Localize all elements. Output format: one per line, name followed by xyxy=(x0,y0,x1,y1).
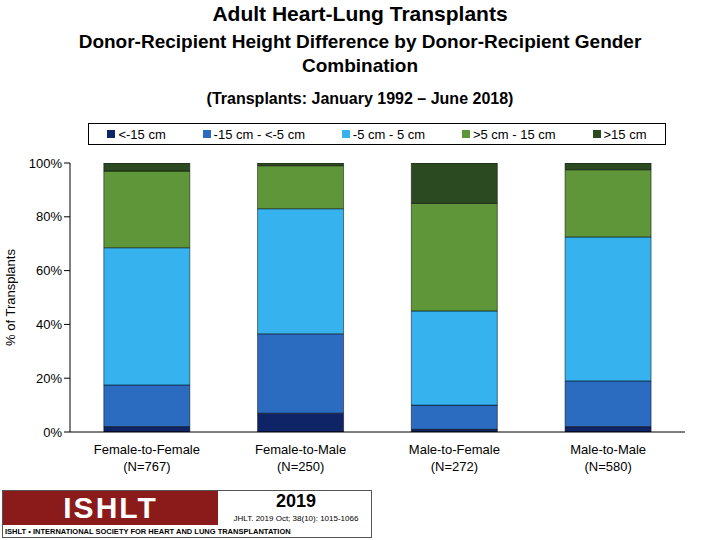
html-text:-5 cm - 5 cm: -5 cm - 5 cm xyxy=(352,126,426,142)
html-text:<-15 cm: <-15 cm xyxy=(118,126,166,142)
svg-text:(N=580): (N=580) xyxy=(584,459,631,474)
svg-text:60%: 60% xyxy=(36,263,62,278)
svg-text:(N=767): (N=767) xyxy=(123,459,170,474)
html-text:>15 cm: >15 cm xyxy=(603,126,647,142)
html-text:ISHLT: ISHLT xyxy=(63,491,158,524)
svg-text:Male-to-Female: Male-to-Female xyxy=(409,442,500,457)
html-text:ISHLT • INTERNATIONAL SOCIETY: ISHLT • INTERNATIONAL SOCIETY FOR HEART … xyxy=(5,527,291,536)
svg-text:40%: 40% xyxy=(36,317,62,332)
svg-text:Female-to-Female: Female-to-Female xyxy=(94,442,200,457)
html-text:Donor-Recipient Height Differe: Donor-Recipient Height Difference by Don… xyxy=(78,31,642,76)
svg-text:0%: 0% xyxy=(43,425,62,440)
svg-text:20%: 20% xyxy=(36,371,62,386)
html-text:(Transplants: January 1992 – J: (Transplants: January 1992 – June 2018) xyxy=(206,90,514,107)
html-text:JHLT. 2019 Oct; 38(10): 1015-1: JHLT. 2019 Oct; 38(10): 1015-1066 xyxy=(233,514,359,523)
html-text:2019: 2019 xyxy=(276,491,316,511)
svg-text:Male-to-Male: Male-to-Male xyxy=(570,442,646,457)
svg-text:100%: 100% xyxy=(29,156,63,171)
svg-text:(N=250): (N=250) xyxy=(277,459,324,474)
svg-text:Female-to-Male: Female-to-Male xyxy=(255,442,346,457)
html-text:Adult Heart-Lung Transplants: Adult Heart-Lung Transplants xyxy=(212,2,508,25)
svg-text:80%: 80% xyxy=(36,209,62,224)
html-text:>5 cm - 15 cm: >5 cm - 15 cm xyxy=(472,126,556,142)
svg-text:% of Transplants: % of Transplants xyxy=(8,249,18,346)
svg-text:(N=272): (N=272) xyxy=(431,459,478,474)
html-text:-15 cm - <-5 cm: -15 cm - <-5 cm xyxy=(213,126,305,142)
